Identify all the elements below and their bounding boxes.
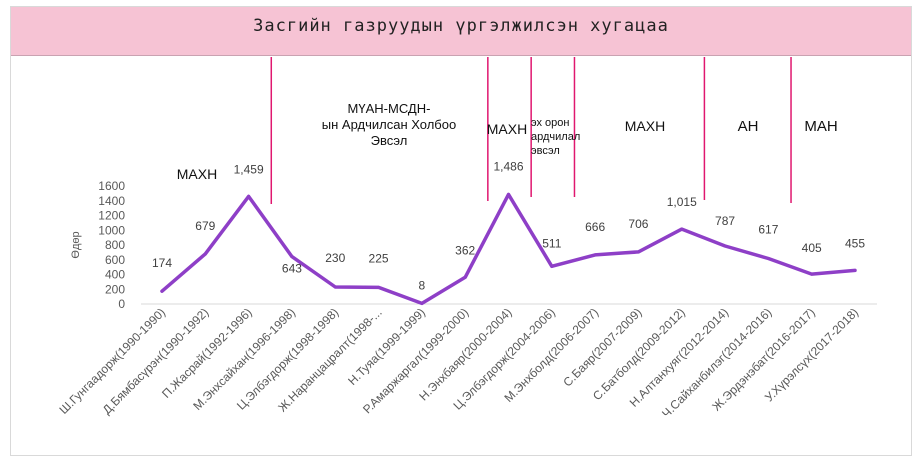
series-line: [160, 192, 857, 306]
data-point: [766, 256, 770, 260]
data-point: [160, 289, 164, 293]
period-label: МАН: [804, 118, 837, 135]
data-label: 1,459: [234, 162, 264, 176]
data-point: [810, 272, 814, 276]
y-tick-label: 1000: [98, 223, 125, 237]
data-point: [247, 194, 251, 198]
data-label: 405: [802, 241, 822, 255]
data-point: [420, 301, 424, 305]
data-label: 617: [758, 222, 778, 236]
y-tick-label: 0: [118, 297, 125, 311]
data-point: [680, 227, 684, 231]
data-point: [377, 285, 381, 289]
period-label: Эвсэл: [371, 133, 408, 148]
x-tick-label: Н.Туяа(1999-1999): [345, 305, 428, 388]
data-label: 174: [152, 256, 172, 270]
x-tick-label: С.Баяр(2007-2009): [560, 305, 644, 389]
data-point: [333, 285, 337, 289]
data-label: 8: [419, 278, 426, 292]
data-point: [636, 250, 640, 254]
data-label: 362: [455, 243, 475, 257]
y-tick-label: 1200: [98, 209, 125, 223]
period-label: АН: [738, 118, 759, 135]
data-point: [723, 244, 727, 248]
y-tick-label: 800: [105, 238, 125, 252]
data-label: 455: [845, 236, 865, 250]
period-label: МАХН: [487, 121, 527, 137]
data-label: 511: [542, 236, 561, 250]
data-label: 706: [628, 217, 648, 231]
data-point: [203, 252, 207, 256]
period-label: МҮАН-МСДН-: [348, 101, 431, 116]
data-point: [593, 253, 597, 257]
y-axis-label: Өдөр: [70, 231, 82, 258]
period-label: эвсэл: [531, 145, 560, 157]
data-point: [853, 268, 857, 272]
y-tick-label: 600: [105, 253, 125, 267]
period-label: МАХН: [625, 118, 665, 134]
period-label: эх орон: [531, 117, 569, 129]
data-label: 1,015: [667, 195, 697, 209]
data-label: 679: [195, 219, 215, 233]
data-label: 230: [325, 251, 345, 265]
data-point: [290, 255, 294, 259]
data-point: [507, 192, 510, 196]
period-label: ардчилал: [531, 131, 580, 143]
y-tick-label: 400: [105, 268, 125, 282]
title-band: Засгийн газруудын үргэлжилсэн хугацаа: [11, 7, 911, 56]
period-label: МАХН: [177, 166, 217, 182]
y-tick-label: 200: [105, 282, 125, 296]
data-point: [550, 264, 554, 268]
data-label: 225: [369, 251, 389, 265]
data-label: 1,486: [493, 159, 523, 173]
data-label: 643: [282, 262, 302, 276]
y-tick-label: 1600: [98, 179, 125, 193]
data-label: 787: [715, 214, 735, 228]
chart-title: Засгийн газруудын үргэлжилсэн хугацаа: [253, 16, 669, 36]
data-point: [463, 275, 467, 279]
period-label: ын Ардчилсан Холбоо: [322, 117, 456, 132]
y-tick-label: 1400: [98, 194, 125, 208]
data-label: 666: [585, 220, 605, 234]
